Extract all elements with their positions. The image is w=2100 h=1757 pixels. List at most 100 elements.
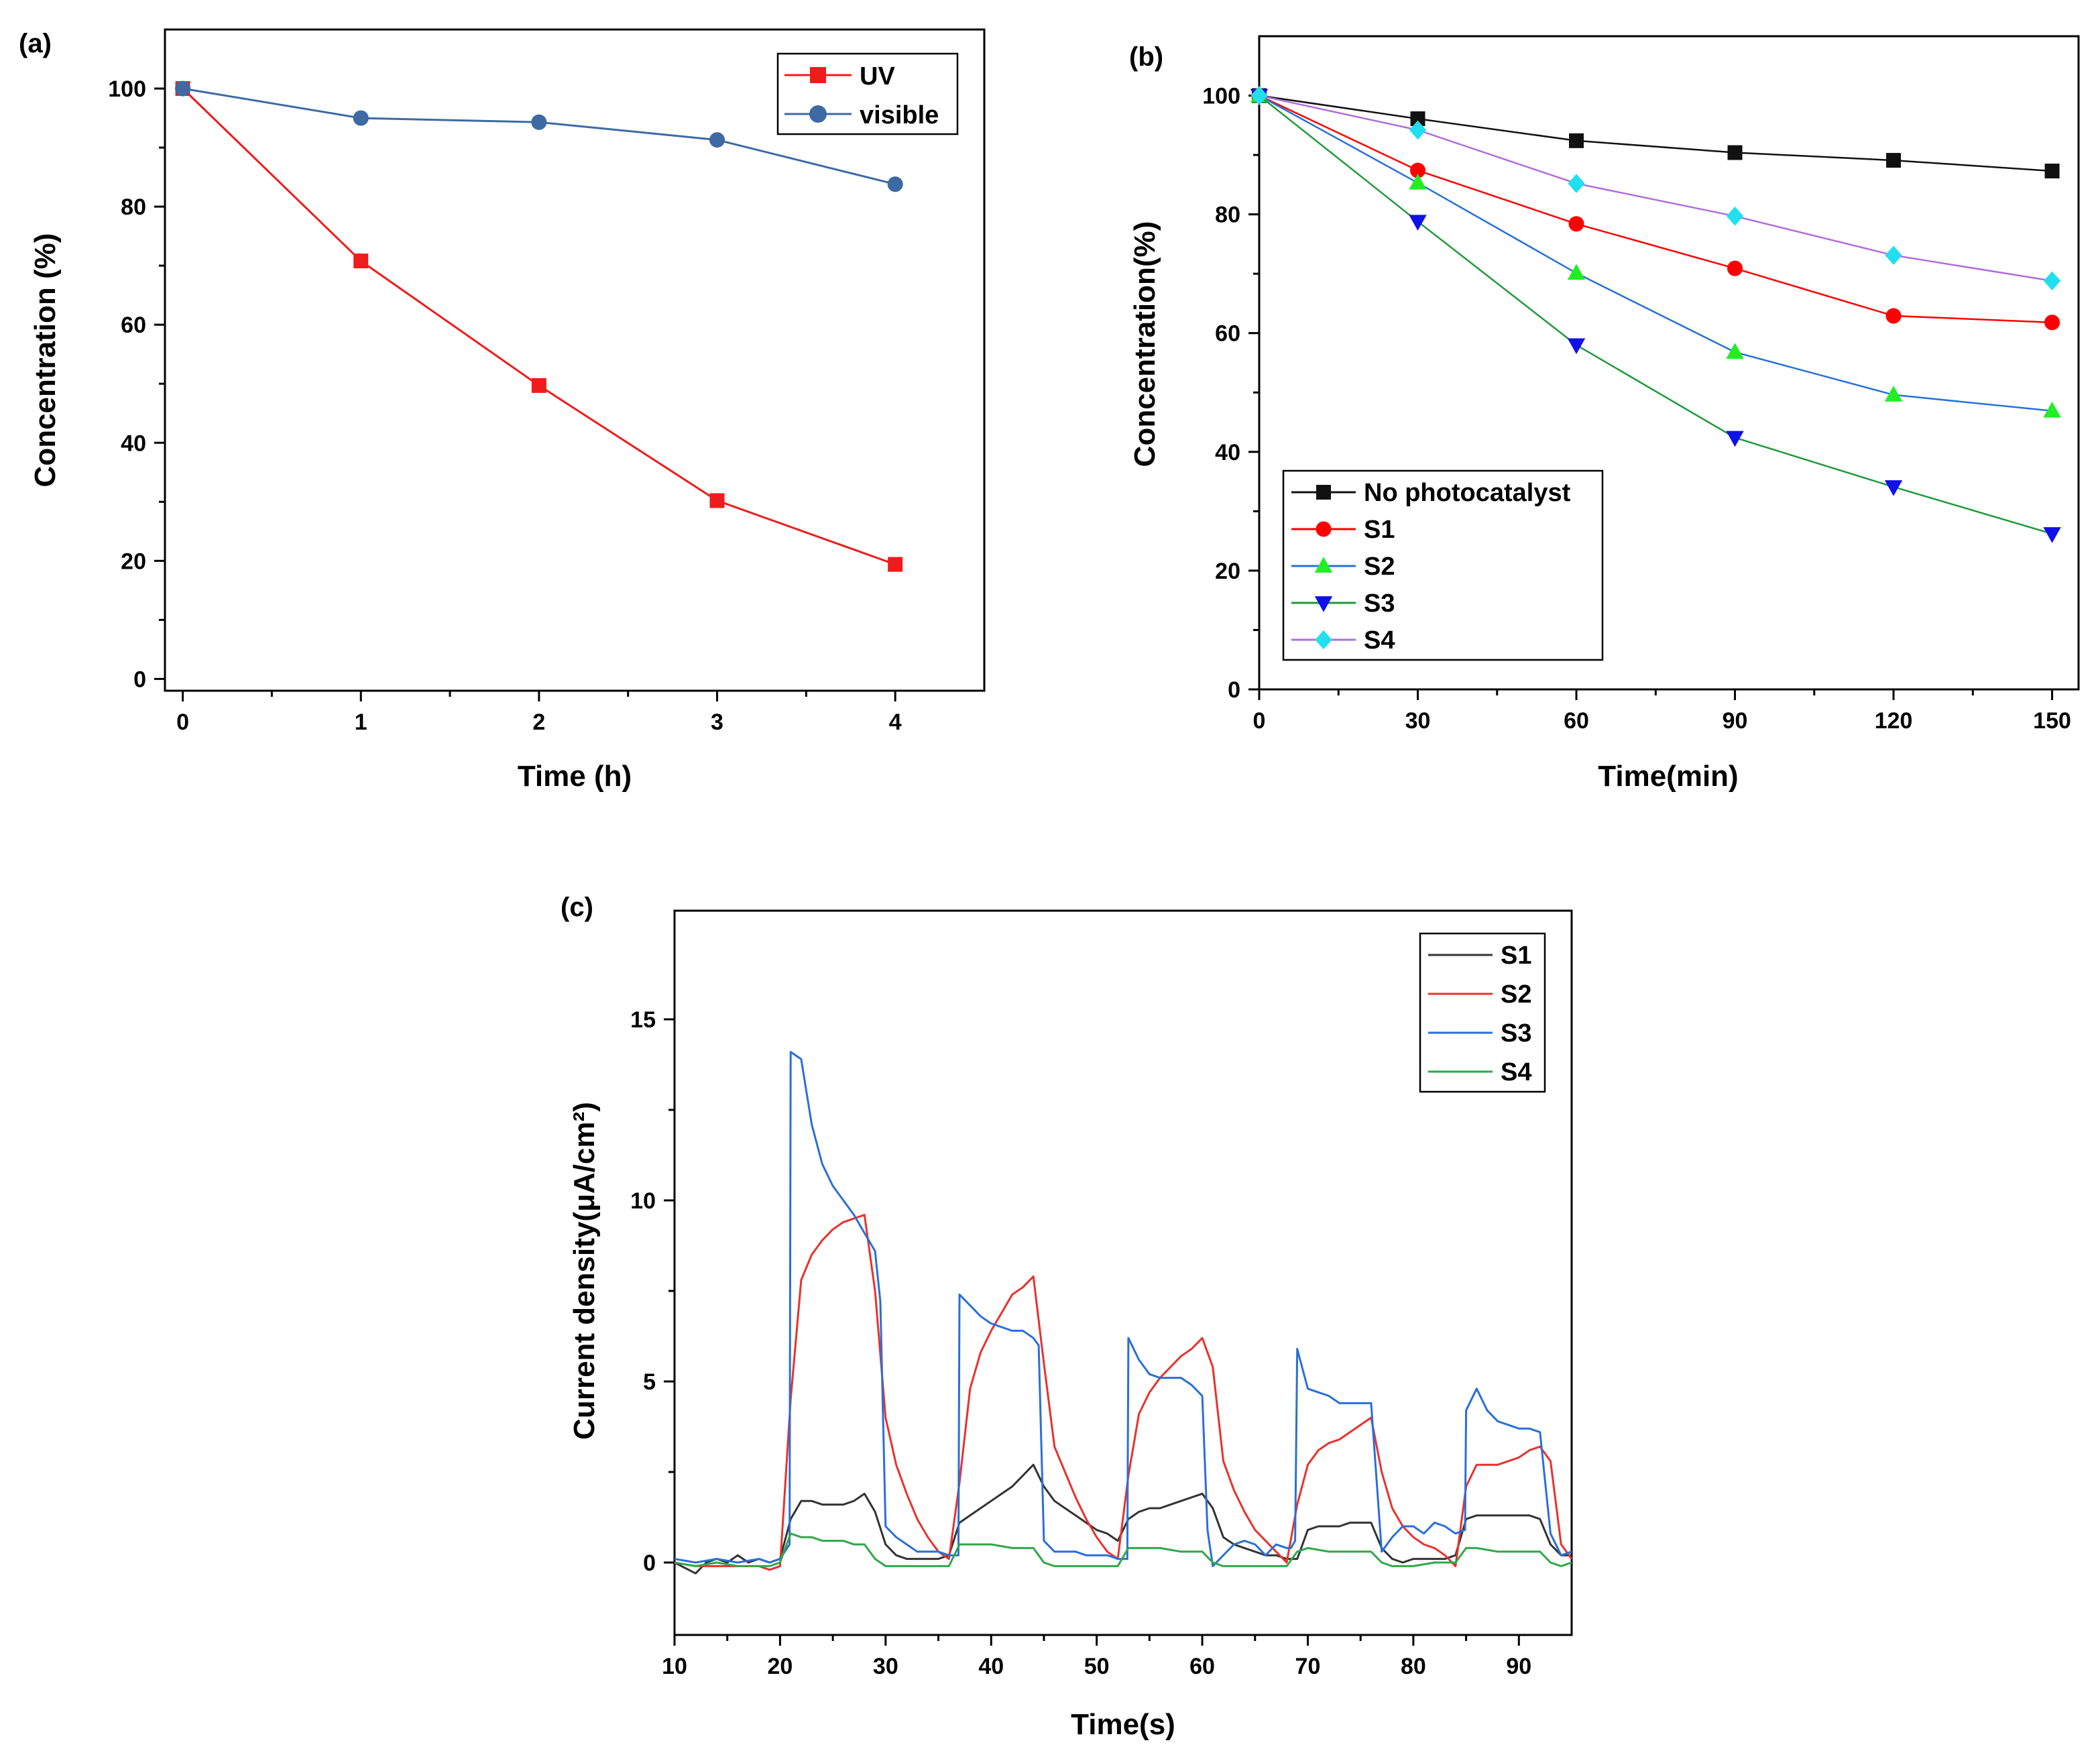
panel-c-x-tick-label: 90: [1506, 1654, 1531, 1679]
panel-b-data-point-s2: [1567, 264, 1586, 280]
panel-a-legend-box: [776, 52, 959, 135]
panel-b-y-tick-label: 80: [1215, 203, 1240, 228]
panel-a-y-tick-label: 20: [121, 549, 146, 574]
panel-a-x-tick-label: 3: [711, 710, 723, 735]
panel-b-legend-label-0: No photocatalyst: [1364, 479, 1571, 507]
panel-b-series-line-s4: [1259, 95, 2052, 282]
panel-a-legend-label-visible: visible: [860, 101, 939, 129]
panel-b-legend-marker-1: [1316, 521, 1332, 537]
panel-b-data-point-no-photocatalyst: [1727, 145, 1743, 160]
panel-b-y-tick-label: 60: [1215, 321, 1240, 347]
panel-a-x-tick-label: 1: [355, 710, 367, 735]
panel-a-x-tick-label: 4: [889, 710, 902, 735]
panel-c-legend: S1 S2 S3 S4: [1419, 932, 1546, 1093]
panel-c-y-tick-label: 10: [630, 1188, 656, 1214]
panel-b-data-point-s4: [1568, 174, 1585, 193]
panel-c-x-tick-label: 60: [1189, 1654, 1215, 1679]
panel-c-series-line-s2: [674, 1214, 1573, 1571]
panel-c-x-tick-label: 50: [1084, 1654, 1110, 1679]
panel-c-ticks: 10 20 30 40 50 60 70 80 90 0 5 10 15: [630, 1007, 1531, 1679]
panel-b-data-point-s1: [1409, 162, 1426, 178]
panel-b-series-line-no-photocatalyst: [1259, 95, 2052, 172]
panel-a-x-tick-label: 2: [532, 710, 545, 735]
panel-c-x-tick-label: 40: [978, 1654, 1004, 1679]
panel-c-series-line-s4: [674, 1532, 1572, 1567]
panel-a-legend-label-uv: UV: [860, 62, 895, 91]
panel-a-data-point-uv: [531, 378, 546, 393]
panel-a-x-tick-label: 0: [176, 710, 189, 735]
panel-c-x-tick-label: 10: [662, 1654, 687, 1679]
panel-b-y-tick-label: 40: [1215, 440, 1240, 465]
panel-b-data-point-s2: [1409, 173, 1427, 190]
panel-a-legend: UV visible: [776, 52, 959, 135]
panel-b-data-point-s4: [1885, 245, 1902, 266]
panel-a-series: [175, 80, 903, 572]
panel-b-data-point-s4: [1250, 86, 1268, 105]
panel-b-data-point-s2: [2043, 401, 2061, 418]
panel-b-legend-label-2: S2: [1364, 553, 1395, 581]
panel-b-legend-marker-0: [1316, 485, 1331, 500]
panel-a-plot-frame: [164, 28, 986, 692]
panel-b-x-tick-label: 90: [1723, 708, 1748, 734]
panel-b-data-point-no-photocatalyst: [2044, 163, 2060, 178]
panel-b-data-point-s1: [1885, 308, 1902, 324]
panel-a-data-point-visible: [887, 176, 903, 192]
panel-b-legend-label-3: S3: [1364, 589, 1395, 618]
panel-c-legend-label-1: S2: [1501, 980, 1531, 1009]
panel-b-x-tick-label: 60: [1564, 708, 1589, 734]
panel-a-data-point-visible: [175, 80, 191, 97]
panel-b-x-tick-label: 120: [1875, 708, 1913, 734]
panel-a-data-point-visible: [531, 114, 547, 130]
panel-c-legend-label-3: S4: [1501, 1058, 1531, 1086]
panel-b-data-point-s4: [1726, 206, 1744, 226]
panel-b-data-point-s4: [1409, 120, 1427, 140]
panel-c-y-tick-label: 0: [643, 1550, 656, 1576]
panel-c-series-line-s3: [674, 1051, 1572, 1567]
panel-c-plot-frame: [673, 909, 1573, 1636]
panel-b-data-point-s1: [2044, 315, 2060, 331]
panel-a-y-axis-title: Concentration (%): [29, 233, 62, 488]
panel-b-data-point-s2: [1884, 386, 1903, 402]
panel-a-legend-marker-visible: [809, 105, 827, 123]
panel-b-data-point-s2: [1726, 343, 1744, 359]
panel-b-x-tick-label: 0: [1253, 708, 1266, 734]
panel-b-data-point-s1: [1568, 216, 1584, 232]
panel-a-data-point-uv: [709, 493, 725, 508]
panel-b-data-point-s3: [1409, 215, 1427, 231]
panel-c-legend-label-2: S3: [1501, 1019, 1531, 1047]
panel-b-legend: No photocatalyst S1 S2 S3 S4: [1282, 469, 1604, 661]
panel-b-y-tick-label: 20: [1215, 559, 1240, 584]
panel-b-ticks: 0 30 60 90 120 150 0 20 40 60 80 100: [1202, 84, 2071, 734]
panel-b-data-point-no-photocatalyst: [1410, 111, 1425, 127]
panel-a-label: (a): [19, 29, 52, 58]
panel-b-legend-label-1: S1: [1364, 516, 1395, 544]
panel-b-data-point-s1: [1727, 260, 1743, 276]
panel-b-data-point-s4: [2043, 271, 2061, 291]
panel-c-y-tick-label: 15: [630, 1007, 656, 1033]
panel-a-data-point-uv: [353, 253, 369, 269]
panel-b-series: [1250, 86, 2061, 543]
panel-b-legend-label-4: S4: [1364, 626, 1395, 655]
panel-c-x-tick-label: 70: [1295, 1654, 1321, 1679]
panel-a-data-point-visible: [353, 110, 369, 126]
panel-b-x-axis-title: Time(min): [1598, 760, 1738, 793]
panel-b-x-tick-label: 150: [2033, 708, 2071, 734]
panel-b-data-point-no-photocatalyst: [1886, 153, 1902, 168]
panel-b-legend-marker-3: [1314, 596, 1333, 612]
panel-b-data-point-no-photocatalyst: [1569, 133, 1584, 148]
panel-b-data-point-s3: [1726, 431, 1744, 447]
panel-c-series: [674, 1051, 1573, 1575]
panel-c-x-tick-label: 20: [767, 1654, 793, 1679]
panel-c-legend-box: [1419, 932, 1546, 1093]
panel-a-data-point-visible: [709, 132, 725, 148]
panel-c-chart: (c) 10 20 30 40 50 60 70 80 90 0 5 10 15 Time(s) Cur…: [561, 893, 1573, 1741]
panel-b-data-point-s3: [1884, 480, 1903, 496]
panel-b-data-point-s3: [1567, 338, 1586, 355]
panel-b-y-tick-label: 0: [1228, 677, 1240, 703]
panel-b-legend-marker-4: [1315, 630, 1332, 650]
panel-a-y-tick-label: 40: [121, 431, 146, 456]
